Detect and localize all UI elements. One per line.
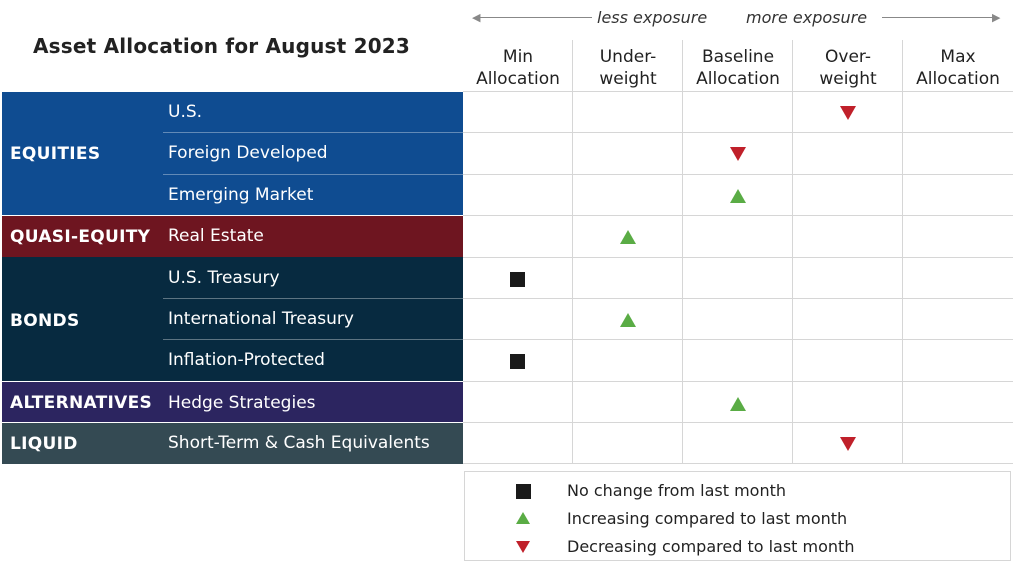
row-separator — [163, 132, 463, 133]
asset-class-label: Hedge Strategies — [168, 393, 316, 413]
decreasing-triangle-icon — [840, 106, 856, 120]
legend-label: Decreasing compared to last month — [567, 537, 855, 556]
grid-row-separator — [463, 174, 1013, 175]
legend-item-no-change: No change from last month — [465, 479, 1010, 503]
header-rule — [463, 91, 1013, 92]
decreasing-triangle-icon — [730, 147, 746, 161]
column-header-overweight: Over- weight — [793, 46, 903, 90]
group-name: EQUITIES — [10, 144, 101, 164]
group-band-equities: EQUITIES — [2, 92, 463, 215]
asset-class-label: U.S. Treasury — [168, 268, 280, 288]
group-name: ALTERNATIVES — [10, 393, 153, 413]
grid-row-separator — [463, 257, 1013, 258]
group-band-quasi-equity: QUASI-EQUITY — [2, 216, 463, 257]
asset-class-label: Emerging Market — [168, 185, 314, 205]
page-title: Asset Allocation for August 2023 — [33, 34, 411, 58]
table-row: U.S. Treasury — [0, 258, 1013, 299]
column-header-line2: Allocation — [476, 69, 560, 89]
grid-row-separator — [463, 381, 1013, 382]
asset-class-label: Foreign Developed — [168, 143, 328, 163]
column-header-line2: weight — [599, 69, 657, 89]
column-divider — [572, 40, 573, 464]
arrowhead-right-icon: ▶ — [992, 11, 1001, 24]
increasing-triangle-icon — [620, 313, 636, 327]
group-name: BONDS — [10, 311, 80, 331]
decreasing-triangle-icon — [840, 437, 856, 451]
group-band-alternatives: ALTERNATIVES — [2, 382, 463, 422]
grid-row-separator — [463, 132, 1013, 133]
legend-label: Increasing compared to last month — [567, 509, 848, 528]
column-header-underweight: Under- weight — [573, 46, 683, 90]
asset-class-label: International Treasury — [168, 309, 354, 329]
increasing-triangle-icon — [730, 189, 746, 203]
asset-class-label: Inflation-Protected — [168, 350, 325, 370]
table-row: Inflation-Protected — [0, 340, 1013, 381]
more-exposure-arrow-line — [882, 17, 996, 18]
column-header-line1: Min — [502, 47, 534, 67]
increasing-triangle-icon — [620, 230, 636, 244]
grid-row-separator — [463, 215, 1013, 216]
column-header-line1: Max — [940, 47, 976, 67]
less-exposure-arrow-line — [478, 17, 592, 18]
column-header-line1: Baseline — [701, 47, 775, 67]
no-change-square-icon — [510, 354, 525, 369]
group-band-liquid: LIQUID — [2, 423, 463, 464]
grid-row-separator — [463, 339, 1013, 340]
table-row: Hedge Strategies — [0, 383, 1013, 424]
column-header-baseline: Baseline Allocation — [683, 46, 793, 90]
column-header-max: Max Allocation — [903, 46, 1013, 90]
asset-class-label: Real Estate — [168, 226, 264, 246]
legend-label: No change from last month — [567, 481, 787, 500]
column-header-min: Min Allocation — [463, 46, 573, 90]
table-row: Real Estate — [0, 216, 1013, 257]
no-change-square-icon — [510, 272, 525, 287]
column-header-line2: Allocation — [696, 69, 780, 89]
column-header-line2: Allocation — [916, 69, 1000, 89]
increasing-triangle-icon — [516, 512, 530, 524]
arrowhead-left-icon: ◀ — [472, 11, 481, 24]
grid-row-separator — [463, 463, 1013, 464]
column-divider — [682, 40, 683, 464]
legend-item-increasing: Increasing compared to last month — [465, 507, 1010, 531]
grid-row-separator — [463, 298, 1013, 299]
decreasing-triangle-icon — [516, 541, 530, 553]
no-change-square-icon — [516, 484, 531, 499]
group-band-bonds: BONDS — [2, 257, 463, 381]
column-divider — [792, 40, 793, 464]
column-header-line1: Under- — [599, 47, 657, 67]
column-header-line1: Over- — [825, 47, 871, 67]
column-divider — [902, 40, 903, 464]
legend-item-decreasing: Decreasing compared to last month — [465, 535, 1010, 559]
less-exposure-label: less exposure — [597, 8, 708, 27]
table-row: U.S. — [0, 92, 1013, 133]
table-row: Emerging Market — [0, 175, 1013, 216]
group-name: QUASI-EQUITY — [10, 227, 151, 247]
table-row: Short-Term & Cash Equivalents — [0, 423, 1013, 464]
row-separator — [163, 298, 463, 299]
column-header-line2: weight — [819, 69, 877, 89]
legend: No change from last month Increasing com… — [464, 471, 1011, 561]
more-exposure-label: more exposure — [746, 8, 868, 27]
asset-class-label: Short-Term & Cash Equivalents — [168, 433, 430, 453]
group-name: LIQUID — [10, 434, 78, 454]
grid-row-separator — [463, 422, 1013, 423]
increasing-triangle-icon — [730, 397, 746, 411]
asset-class-label: U.S. — [168, 102, 203, 122]
row-separator — [163, 339, 463, 340]
row-separator — [163, 174, 463, 175]
table-row: Foreign Developed — [0, 133, 1013, 174]
table-row: International Treasury — [0, 299, 1013, 340]
